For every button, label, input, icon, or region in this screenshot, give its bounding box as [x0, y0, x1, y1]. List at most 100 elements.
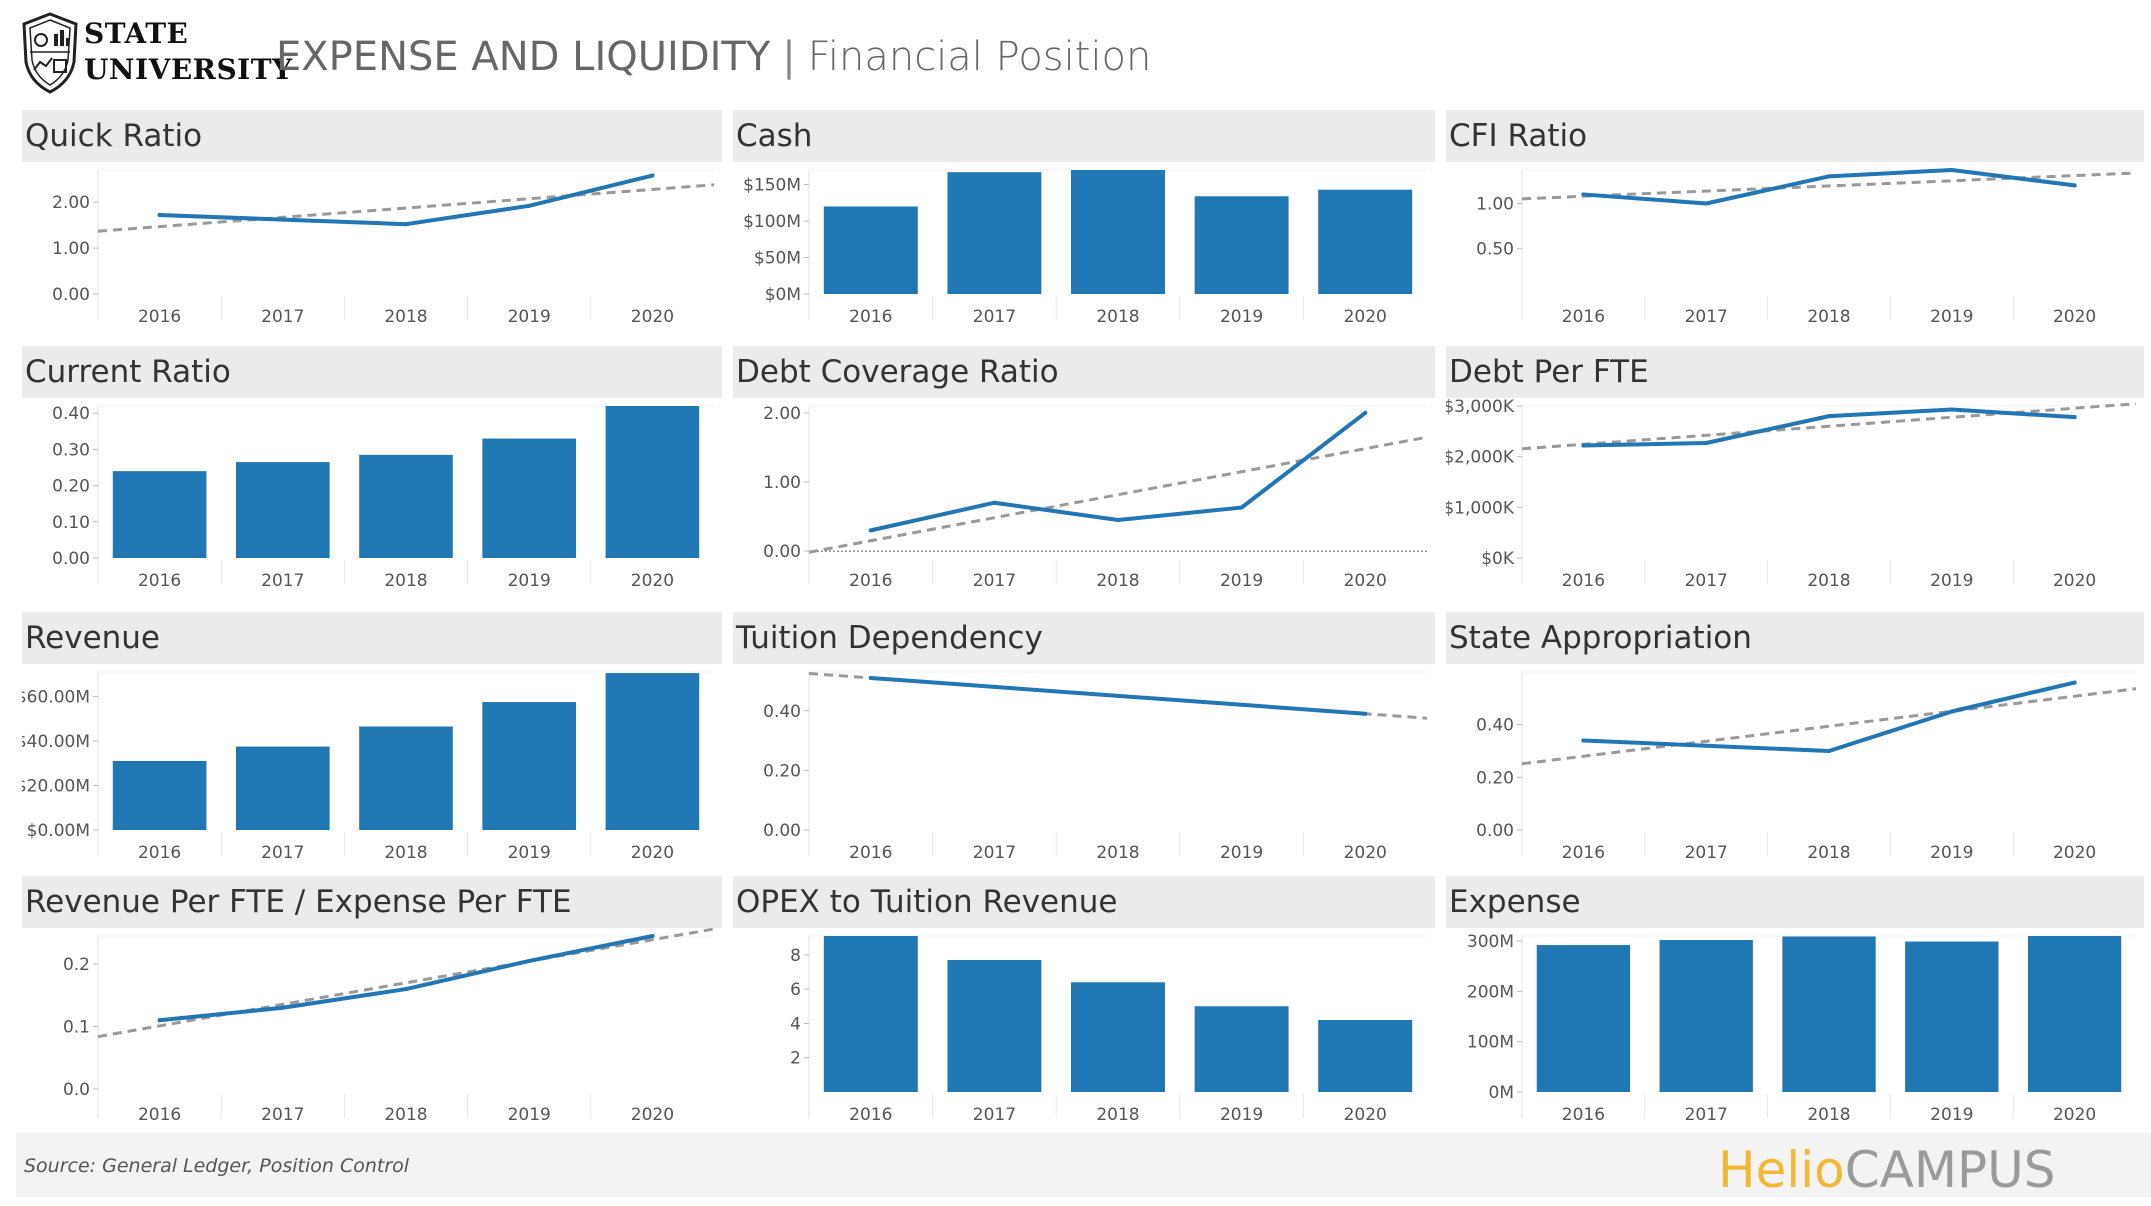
shield-logo-icon — [22, 12, 78, 94]
x-tick-label: 2016 — [1562, 571, 1605, 591]
y-tick-label: $0K — [1481, 549, 1515, 569]
y-tick-label: $0M — [765, 285, 801, 305]
current-ratio-chart: 0.00 0.10 0.20 0.30 0.40 2016 2017 2018 2019 2020 — [52, 404, 714, 591]
opex-to-tuition-revenue-title: OPEX to Tuition Revenue — [733, 876, 1435, 928]
bar-2018 — [359, 726, 453, 830]
x-tick-label: 2019 — [508, 1105, 551, 1125]
quick-ratio-panel: Quick Ratio 0.00 1.00 2.00 2016 2017 2018 2019 2… — [22, 110, 722, 332]
y-tick-label: $60.00M — [22, 687, 90, 707]
data-point-2016 — [157, 213, 162, 218]
x-tick-label: 2018 — [1807, 571, 1850, 591]
bar-2016 — [1536, 945, 1631, 1092]
x-tick-label: 2017 — [261, 843, 304, 863]
revenue-chart: $0.00M $20.00M $40.00M $60.00M 2016 2017 2018 2… — [22, 671, 714, 863]
x-tick-label: 2016 — [1562, 843, 1605, 863]
y-tick-label: 6 — [790, 980, 801, 1000]
y-tick-label: 2.00 — [763, 404, 801, 424]
data-point-2020 — [2072, 415, 2077, 420]
x-tick-label: 2020 — [2053, 307, 2096, 327]
data-point-2019 — [1949, 709, 1954, 714]
bar-2020 — [2027, 936, 2122, 1092]
x-tick-label: 2019 — [508, 843, 551, 863]
data-point-2019 — [1949, 407, 1954, 412]
x-tick-label: 2016 — [138, 307, 181, 327]
bar-2017 — [235, 746, 330, 830]
x-tick-label: 2018 — [1807, 1105, 1850, 1125]
x-tick-label: 2020 — [1344, 1105, 1387, 1125]
page-title-main: EXPENSE AND LIQUIDITY — [276, 34, 771, 80]
x-tick-label: 2017 — [261, 307, 304, 327]
x-tick-label: 2019 — [1930, 571, 1973, 591]
data-point-2018 — [404, 987, 408, 992]
bar-2016 — [823, 206, 918, 294]
data-point-2017 — [280, 217, 285, 222]
x-tick-label: 2019 — [1930, 1105, 1973, 1125]
debt-per-fte-title: Debt Per FTE — [1446, 346, 2144, 398]
x-tick-label: 2018 — [1096, 1105, 1139, 1125]
x-tick-label: 2020 — [2053, 1105, 2096, 1125]
y-tick-label: 2 — [790, 1049, 801, 1069]
x-tick-label: 2019 — [1930, 843, 1973, 863]
x-tick-label: 2019 — [508, 571, 551, 591]
cfi-ratio-panel: CFI Ratio 0.50 1.00 2016 2017 2018 2019 2020 — [1446, 110, 2144, 332]
trend-line — [97, 183, 715, 233]
page-title: EXPENSE AND LIQUIDITY | Financial Position — [276, 34, 1151, 80]
debt-per-fte-chart: $0K $1,000K $2,000K $3,000K 2016 2017 2018 2019… — [1446, 398, 2137, 591]
y-tick-label: 4 — [790, 1014, 801, 1034]
x-tick-label: 2018 — [1807, 843, 1850, 863]
y-tick-label: 0.0 — [63, 1080, 90, 1100]
bar-2018 — [1071, 170, 1165, 294]
x-tick-label: 2017 — [261, 571, 304, 591]
bar-2018 — [1782, 936, 1876, 1092]
y-tick-label: 0.30 — [52, 440, 90, 460]
x-tick-label: 2020 — [631, 307, 674, 327]
data-point-2020 — [1363, 410, 1368, 415]
x-tick-label: 2020 — [631, 1105, 674, 1125]
data-point-2017 — [992, 684, 997, 689]
y-tick-label: 0.00 — [52, 549, 90, 569]
y-tick-label: $150M — [743, 176, 801, 196]
y-tick-label: 0.50 — [1476, 240, 1514, 260]
trend-line — [1521, 402, 2137, 451]
current-ratio-panel: Current Ratio 0.00 0.10 0.20 0.30 0.40 2016 201… — [22, 346, 722, 596]
series-line — [1581, 680, 2077, 753]
x-tick-label: 2016 — [138, 1105, 181, 1125]
x-tick-label: 2016 — [849, 307, 892, 327]
series-line — [157, 173, 655, 227]
tuition-dependency-title: Tuition Dependency — [733, 612, 1435, 664]
x-tick-label: 2018 — [1807, 307, 1850, 327]
opex-to-tuition-revenue-chart: 2 4 6 8 2016 2017 2018 2019 2020 — [790, 935, 1427, 1125]
revenue-per-fte-expense-per-fte-title: Revenue Per FTE / Expense Per FTE — [22, 876, 722, 928]
x-tick-label: 2019 — [1220, 1105, 1263, 1125]
heliocampus-logo: HelioCAMPUS — [1718, 1141, 2055, 1199]
y-tick-label: 100M — [1467, 1033, 1514, 1053]
revenue-panel: Revenue $0.00M $20.00M $40.00M $60.00M 2016 20… — [22, 612, 722, 868]
data-point-2016 — [157, 1018, 162, 1023]
y-tick-label: 0.00 — [763, 542, 801, 562]
quick-ratio-title: Quick Ratio — [22, 110, 722, 162]
debt-per-fte-panel: Debt Per FTE $0K $1,000K $2,000K $3,000K 2016… — [1446, 346, 2144, 596]
x-tick-label: 2018 — [1096, 307, 1139, 327]
y-tick-label: 0.20 — [1476, 768, 1514, 788]
x-tick-label: 2016 — [1562, 1105, 1605, 1125]
x-tick-label: 2017 — [973, 571, 1016, 591]
data-point-2018 — [1827, 174, 1831, 179]
cfi-ratio-title: CFI Ratio — [1446, 110, 2144, 162]
cfi-ratio-chart: 0.50 1.00 2016 2017 2018 2019 2020 — [1476, 168, 2137, 327]
y-tick-label: $1,000K — [1446, 498, 1515, 518]
x-tick-label: 2019 — [508, 307, 551, 327]
x-tick-label: 2016 — [1562, 307, 1605, 327]
data-point-2019 — [1239, 505, 1244, 510]
bar-2017 — [235, 462, 330, 558]
data-point-2018 — [1827, 414, 1831, 419]
cash-panel: Cash $0M $50M $100M $150M 2016 2017 2018 2019 202… — [733, 110, 1435, 332]
data-point-2017 — [1704, 440, 1709, 445]
bar-2019 — [1194, 196, 1289, 294]
opex-to-tuition-revenue-panel: OPEX to Tuition Revenue 2 4 6 8 2016 2017 2018 2… — [733, 876, 1435, 1130]
x-tick-label: 2018 — [384, 843, 427, 863]
source-note: Source: General Ledger, Position Control — [24, 1155, 410, 1177]
cash-title: Cash — [733, 110, 1435, 162]
x-tick-label: 2017 — [973, 1105, 1016, 1125]
quick-ratio-chart: 0.00 1.00 2.00 2016 2017 2018 2019 2020 — [52, 169, 715, 327]
y-tick-label: 0M — [1489, 1083, 1514, 1103]
